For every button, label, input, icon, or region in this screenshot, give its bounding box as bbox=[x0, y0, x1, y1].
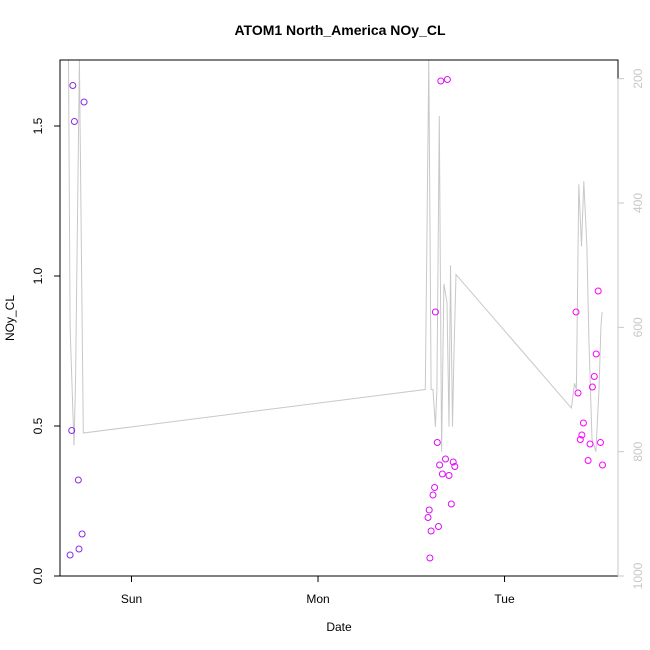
y2-tick-label: 600 bbox=[631, 317, 645, 337]
data-point bbox=[68, 427, 76, 434]
pressure-line-layer bbox=[68, 60, 603, 452]
data-point bbox=[592, 350, 600, 358]
data-point bbox=[429, 491, 437, 499]
data-point bbox=[78, 530, 86, 538]
data-point bbox=[427, 527, 435, 535]
y-tick-label: 1.5 bbox=[31, 117, 45, 134]
plot-region bbox=[59, 59, 619, 577]
y2-tick-label: 1000 bbox=[631, 562, 645, 589]
data-point bbox=[584, 457, 592, 464]
data-point bbox=[69, 82, 77, 89]
data-point bbox=[578, 431, 586, 439]
data-point bbox=[425, 506, 433, 514]
data-point bbox=[74, 476, 82, 484]
y-tick-label: 0.0 bbox=[31, 567, 45, 584]
y-axis-label: NOy_CL bbox=[3, 295, 17, 341]
pressure-line bbox=[68, 60, 603, 452]
y2-tick-label: 400 bbox=[631, 193, 645, 213]
data-point bbox=[431, 484, 439, 491]
x-tick-label: Tue bbox=[494, 592, 515, 606]
data-point bbox=[75, 545, 83, 553]
x-axis: Sun Mon Tue bbox=[121, 575, 515, 606]
data-point bbox=[597, 439, 604, 446]
data-point bbox=[435, 523, 442, 530]
data-point bbox=[588, 383, 596, 391]
x-axis-label: Date bbox=[326, 620, 352, 634]
data-point bbox=[426, 554, 434, 562]
data-point bbox=[66, 551, 74, 559]
data-point bbox=[433, 439, 441, 446]
data-point bbox=[443, 76, 451, 83]
data-point bbox=[574, 389, 582, 397]
data-point bbox=[80, 98, 88, 106]
y-axis-right: 200 400 600 800 1000 bbox=[617, 68, 645, 589]
y-tick-label: 0.5 bbox=[31, 417, 45, 434]
data-point bbox=[437, 77, 445, 85]
y-axis-left: 0.0 0.5 1.0 1.5 bbox=[31, 117, 61, 584]
data-point bbox=[599, 461, 606, 469]
y2-tick-label: 800 bbox=[631, 441, 645, 461]
data-point bbox=[70, 118, 78, 125]
plot-frame bbox=[59, 59, 619, 577]
data-point bbox=[572, 308, 580, 316]
points-layer bbox=[66, 76, 606, 562]
data-point bbox=[431, 308, 439, 316]
data-point bbox=[436, 461, 444, 469]
data-point bbox=[442, 455, 449, 463]
data-point bbox=[424, 514, 432, 521]
chart-title: ATOM1 North_America NOy_CL bbox=[234, 22, 446, 38]
data-point bbox=[447, 500, 455, 508]
data-point bbox=[438, 470, 446, 478]
y2-tick-label: 200 bbox=[631, 68, 645, 88]
data-point bbox=[451, 463, 459, 470]
data-point bbox=[594, 287, 602, 295]
data-point bbox=[579, 419, 587, 427]
y-tick-label: 1.0 bbox=[31, 267, 45, 284]
data-point bbox=[576, 436, 584, 443]
x-tick-label: Sun bbox=[121, 592, 142, 606]
data-point bbox=[445, 472, 453, 479]
data-point bbox=[586, 440, 594, 448]
data-point bbox=[449, 458, 457, 466]
x-tick-label: Mon bbox=[306, 592, 329, 606]
data-point bbox=[590, 373, 598, 380]
